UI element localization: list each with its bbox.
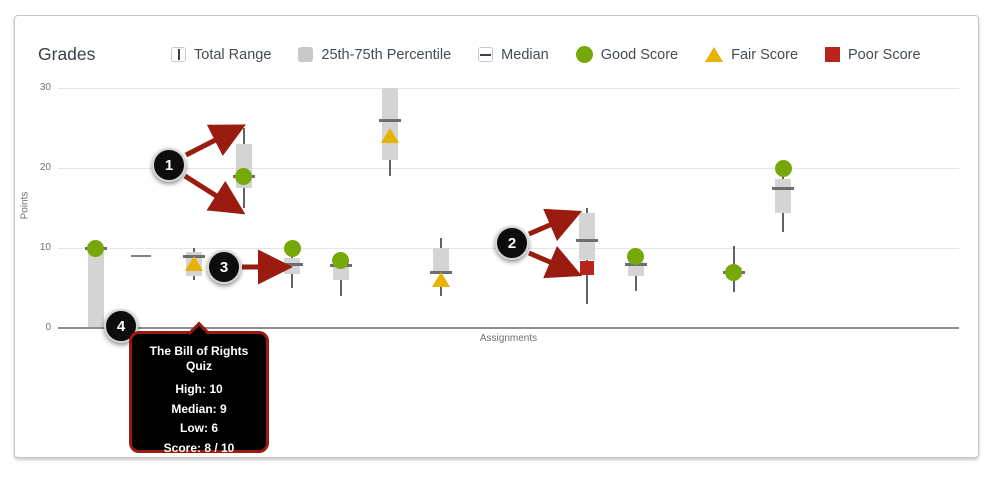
gridline-30	[58, 88, 959, 89]
tooltip-low: Low: 6	[180, 421, 218, 435]
poor-score-icon	[825, 47, 841, 62]
legend-item-good-score: Good Score	[575, 46, 679, 63]
assignment-10-good-score-marker[interactable]	[627, 247, 645, 265]
percentile-box-icon	[298, 47, 314, 62]
assignment-8-percentile-box[interactable]	[432, 248, 449, 275]
callout-2-badge: 2	[495, 226, 529, 260]
legend-label: 25th-75th Percentile	[321, 46, 452, 63]
assignment-12-percentile-box[interactable]	[775, 179, 792, 213]
legend-label: Poor Score	[848, 46, 921, 63]
assignment-1-percentile-box[interactable]	[87, 252, 104, 328]
assignment-5-median-line[interactable]	[281, 263, 304, 266]
assignment-9-median-line[interactable]	[575, 239, 598, 242]
legend-item-percentile: 25th-75th Percentile	[298, 47, 451, 63]
x-axis-label: Assignments	[479, 333, 538, 344]
assignment-7-percentile-box[interactable]	[381, 88, 398, 160]
assignment-6-good-score-marker[interactable]	[332, 251, 350, 269]
median-icon	[478, 47, 494, 62]
assignment-9-poor-score-marker[interactable]	[579, 261, 594, 275]
fair-score-icon	[705, 47, 724, 62]
assignment-11-good-score-marker[interactable]	[725, 263, 743, 281]
grades-chart-card: Grades Total Range 25th-75th Percentile …	[14, 15, 979, 458]
legend-item-median: Median	[478, 47, 549, 63]
chart-header: Grades Total Range 25th-75th Percentile …	[38, 44, 966, 65]
assignment-4-good-score-marker[interactable]	[235, 167, 253, 185]
legend-label: Good Score	[600, 46, 679, 63]
legend-item-fair-score: Fair Score	[705, 47, 798, 63]
assignment-7-fair-score-marker[interactable]	[380, 128, 399, 143]
legend-label: Median	[501, 46, 549, 63]
legend-label: Fair Score	[731, 46, 799, 63]
assignment-8-fair-score-marker[interactable]	[431, 272, 450, 287]
tooltip-score: Score: 8 / 10	[163, 440, 235, 455]
x-axis-line	[58, 327, 959, 329]
y-tick-label: 30	[39, 82, 51, 93]
y-tick-label: 10	[39, 242, 51, 253]
legend-item-poor-score: Poor Score	[825, 47, 921, 63]
good-score-icon	[575, 46, 593, 63]
y-axis-label: Points	[19, 191, 31, 220]
callout-3-badge: 3	[207, 250, 241, 284]
assignment-5-good-score-marker[interactable]	[283, 239, 301, 257]
assignment-tooltip: The Bill of Rights Quiz High: 10 Median:…	[129, 321, 269, 455]
y-tick-label: 20	[39, 162, 51, 173]
chart-legend: Total Range 25th-75th Percentile Median …	[171, 46, 966, 63]
tooltip-title: The Bill of Rights Quiz	[149, 344, 249, 373]
assignment-12-median-line[interactable]	[772, 187, 795, 190]
assignment-9-percentile-box[interactable]	[578, 212, 595, 260]
assignment-1-good-score-marker[interactable]	[87, 239, 105, 257]
legend-item-total-range: Total Range	[171, 47, 271, 63]
assignment-10-median-line[interactable]	[624, 263, 647, 266]
gridline-20	[58, 168, 959, 169]
assignment-2-median-line[interactable]	[130, 255, 151, 257]
assignment-12-good-score-marker[interactable]	[774, 159, 792, 177]
total-range-icon	[171, 47, 186, 62]
page-title: Grades	[38, 44, 96, 64]
callout-1-badge: 1	[152, 148, 186, 182]
assignment-7-median-line[interactable]	[378, 119, 401, 122]
legend-label: Total Range	[194, 46, 272, 63]
tooltip-median: Median: 9	[171, 401, 227, 416]
assignment-3-fair-score-marker[interactable]	[185, 256, 204, 271]
tooltip-high: High: 10	[175, 382, 223, 396]
y-tick-label: 0	[45, 322, 51, 333]
